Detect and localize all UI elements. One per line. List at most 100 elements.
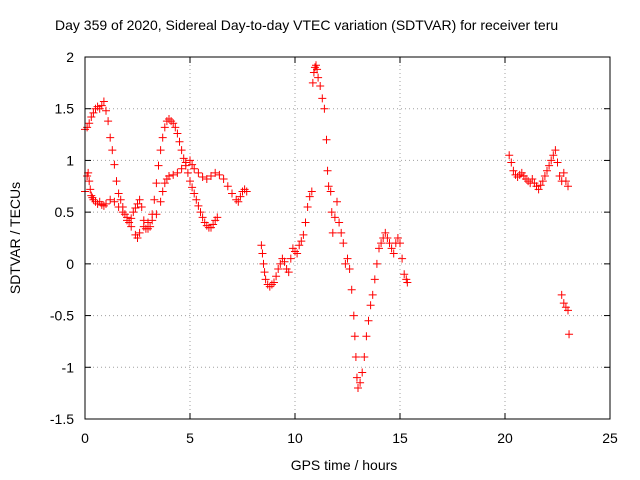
data-point	[286, 254, 295, 263]
data-point	[154, 161, 163, 170]
data-point	[192, 195, 201, 204]
data-point	[513, 172, 522, 181]
x-tick-label: 20	[497, 430, 513, 446]
y-tick-label: -0.5	[50, 308, 74, 324]
data-point	[284, 268, 293, 277]
data-point	[370, 275, 379, 284]
data-point	[330, 213, 339, 222]
x-tick-label: 25	[602, 430, 618, 446]
data-point	[114, 202, 123, 211]
data-point	[99, 201, 108, 210]
data-point	[358, 368, 367, 377]
data-point	[538, 177, 547, 186]
data-point	[280, 257, 289, 266]
data-point	[88, 193, 97, 202]
data-point	[177, 164, 186, 173]
data-point	[547, 156, 556, 165]
data-point	[209, 220, 218, 229]
data-point	[540, 171, 549, 180]
data-point	[303, 202, 312, 211]
data-point	[555, 171, 564, 180]
data-point	[381, 228, 390, 237]
x-axis-label: GPS time / hours	[291, 457, 398, 473]
data-point	[276, 259, 285, 268]
data-point	[85, 177, 94, 186]
data-point	[362, 332, 371, 341]
data-point	[93, 199, 102, 208]
chart-title: Day 359 of 2020, Sidereal Day-to-day VTE…	[55, 17, 558, 33]
data-point	[125, 218, 134, 227]
data-point	[559, 299, 568, 308]
data-point	[99, 97, 108, 106]
data-point	[85, 119, 94, 128]
data-point	[198, 172, 207, 181]
data-point	[198, 213, 207, 222]
data-point	[557, 290, 566, 299]
data-point	[83, 123, 92, 132]
data-point	[175, 137, 184, 146]
y-tick-label: 0	[66, 256, 74, 272]
data-point	[116, 195, 125, 204]
data-point	[169, 170, 178, 179]
data-point	[403, 278, 412, 287]
data-point	[223, 182, 232, 191]
series-2	[81, 156, 251, 242]
data-point	[335, 218, 344, 227]
data-point	[104, 117, 113, 126]
data-point	[242, 187, 251, 196]
data-point	[341, 259, 350, 268]
series-3	[257, 61, 412, 392]
data-point	[123, 213, 131, 222]
data-point	[387, 244, 396, 253]
data-point	[158, 133, 167, 142]
data-point	[240, 185, 249, 194]
y-tick-label: -1	[62, 359, 75, 375]
data-point	[167, 117, 176, 126]
data-point	[352, 373, 361, 382]
data-point	[312, 61, 320, 70]
data-point	[400, 270, 409, 279]
x-tick-label: 10	[287, 430, 303, 446]
data-point	[234, 197, 243, 206]
data-point	[165, 115, 173, 124]
data-point	[328, 228, 337, 237]
data-point	[133, 234, 142, 242]
data-point	[97, 200, 106, 209]
data-point	[559, 168, 568, 177]
data-point	[339, 239, 348, 248]
data-point	[324, 182, 333, 191]
data-point	[345, 265, 354, 274]
y-tick-label: 0.5	[55, 204, 75, 220]
x-tick-label: 5	[186, 430, 194, 446]
data-point	[327, 208, 336, 217]
data-point	[87, 191, 96, 200]
data-point	[188, 160, 197, 169]
data-point	[194, 201, 203, 210]
data-point	[215, 170, 224, 179]
data-point	[118, 208, 127, 217]
data-point	[272, 272, 281, 281]
data-point	[86, 185, 95, 194]
data-point	[297, 237, 306, 246]
data-point	[337, 228, 346, 237]
data-point	[181, 158, 190, 167]
data-point	[316, 81, 325, 90]
data-point	[308, 78, 317, 87]
data-point	[291, 247, 299, 256]
data-point	[89, 195, 98, 204]
data-point	[188, 183, 197, 192]
data-point	[368, 290, 377, 299]
data-point	[301, 218, 310, 227]
data-point	[152, 179, 161, 188]
data-point	[389, 249, 398, 258]
data-point	[87, 112, 96, 121]
data-point	[383, 234, 392, 242]
data-point	[551, 146, 560, 155]
plot-frame	[84, 56, 611, 420]
data-point	[236, 192, 245, 201]
data-point	[313, 65, 322, 74]
data-point	[295, 241, 304, 250]
data-point	[213, 213, 222, 222]
axis-ticks	[84, 56, 611, 420]
data-point	[350, 332, 359, 341]
